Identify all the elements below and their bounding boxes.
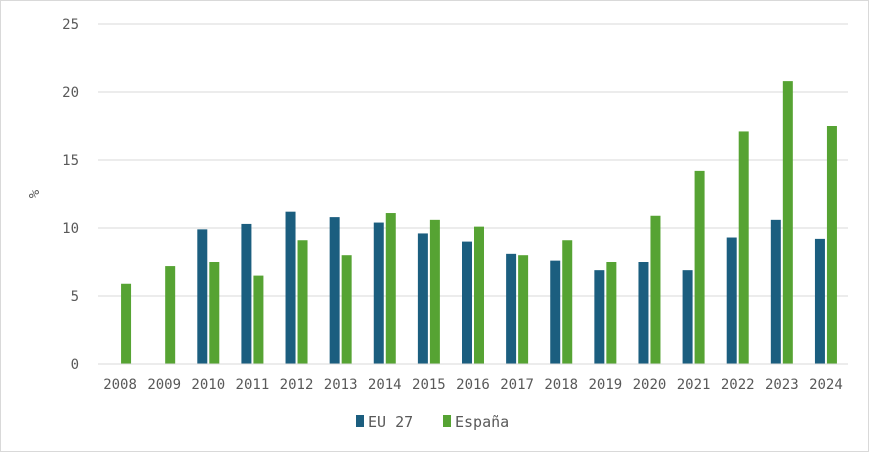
x-tick-label: 2019	[588, 377, 622, 393]
x-tick-label: 2017	[500, 377, 534, 393]
bar-espana-2021	[694, 170, 705, 364]
x-tick-label: 2012	[280, 377, 314, 393]
y-tick-label: 5	[71, 289, 79, 305]
bar-espana-2014	[385, 213, 396, 364]
legend: EU 27 España	[356, 413, 509, 431]
bar-espana-2018	[562, 240, 573, 364]
bar-eu27-2018	[550, 260, 561, 364]
bar-eu27-2010	[197, 229, 208, 364]
legend-swatch	[356, 415, 364, 427]
y-tick-label: 25	[62, 17, 79, 33]
bar-eu27-2024	[814, 238, 825, 364]
bar-espana-2024	[826, 126, 837, 364]
bar-espana-2012	[297, 240, 308, 364]
y-tick-label: 10	[62, 221, 79, 237]
x-tick-label: 2014	[368, 377, 402, 393]
x-tick-label: 2020	[633, 377, 667, 393]
legend-swatch	[443, 415, 451, 427]
bar-espana-2019	[606, 262, 617, 364]
gridlines	[98, 23, 848, 297]
bar-espana-2016	[474, 226, 484, 364]
bar-eu27-2022	[726, 237, 737, 364]
bar-eu27-2021	[682, 270, 693, 364]
bar-eu27-2020	[638, 262, 649, 364]
x-tick-label: 2024	[809, 377, 843, 393]
x-axis-ticks: 2008 2009 2010 2011 2012 2013 2014 2015 2016 2017…	[103, 377, 843, 393]
x-tick-label: 2009	[147, 377, 181, 393]
x-tick-label: 2013	[324, 377, 358, 393]
bar-espana-2010	[209, 262, 220, 364]
bar-eu27-2014	[373, 222, 384, 364]
bar-espana-2017	[518, 255, 529, 364]
legend-label: EU 27	[368, 413, 413, 431]
x-tick-label: 2018	[544, 377, 578, 393]
bar-espana-2023	[782, 81, 793, 365]
y-axis-ticks: 0 5 10 15 20 25	[62, 17, 79, 373]
bar-espana-2015	[429, 219, 440, 364]
y-tick-label: 15	[62, 153, 79, 169]
bar-eu27-2017	[506, 253, 517, 364]
y-tick-label: 20	[62, 85, 79, 101]
x-tick-label: 2016	[456, 377, 490, 393]
x-tick-label: 2008	[103, 377, 137, 393]
bars	[121, 81, 837, 365]
x-tick-label: 2011	[236, 377, 270, 393]
bar-eu27-2023	[770, 219, 781, 364]
x-tick-label: 2022	[721, 377, 755, 393]
legend-label: España	[455, 413, 509, 431]
bar-espana-2022	[738, 131, 749, 364]
bar-eu27-2013	[329, 217, 340, 364]
y-axis-label: %	[27, 189, 43, 198]
bar-eu27-2015	[417, 233, 428, 364]
bar-eu27-2019	[594, 270, 605, 364]
bar-espana-2008	[121, 283, 132, 364]
y-tick-label: 0	[71, 357, 79, 373]
bar-espana-2009	[165, 266, 176, 364]
bar-eu27-2012	[285, 211, 296, 364]
x-tick-label: 2021	[677, 377, 711, 393]
bar-espana-2020	[650, 215, 661, 364]
x-tick-label: 2023	[765, 377, 799, 393]
bar-espana-2011	[253, 275, 264, 364]
bar-eu27-2011	[241, 223, 252, 364]
bar-espana-2013	[341, 255, 352, 364]
x-tick-label: 2010	[191, 377, 225, 393]
bar-eu27-2016	[462, 241, 472, 364]
x-tick-label: 2015	[412, 377, 446, 393]
